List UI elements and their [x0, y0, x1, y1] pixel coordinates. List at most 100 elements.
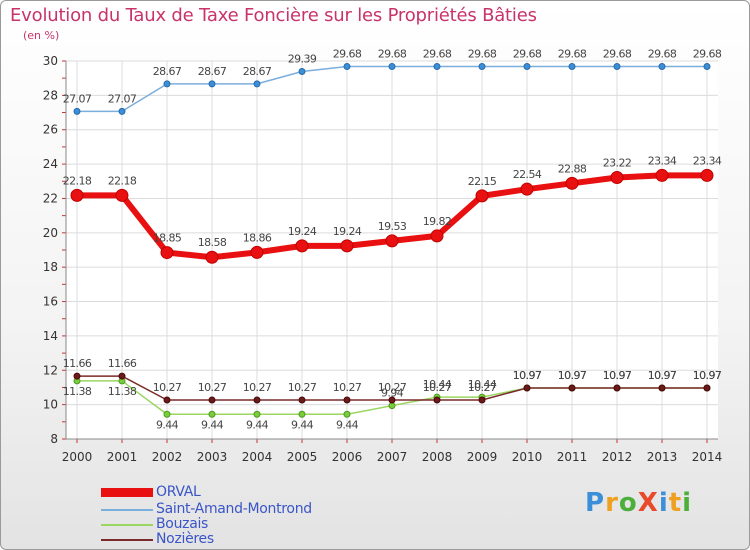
data-label-orval: 22.15 [468, 175, 497, 188]
data-point-bouzais [388, 402, 396, 410]
logo-letter: i [682, 488, 693, 518]
data-label-bouzais: 10.97 [513, 369, 542, 382]
data-label-nozieres: 10.97 [693, 369, 722, 382]
y-tick-label: 20 [43, 226, 58, 240]
y-tick-label: 18 [43, 260, 58, 274]
data-label-saint-amand-montrond: 29.68 [468, 47, 497, 60]
data-label-nozieres: 10.27 [243, 381, 272, 394]
y-tick-label: 22 [43, 191, 58, 205]
data-point-saint-amand-montrond [613, 62, 621, 70]
data-label-bouzais: 11.38 [108, 385, 137, 398]
data-label-bouzais: 10.97 [603, 369, 632, 382]
data-label-nozieres: 10.27 [423, 381, 452, 394]
data-label-saint-amand-montrond: 28.67 [153, 65, 182, 78]
data-label-bouzais: 10.44 [423, 378, 452, 391]
x-tick-label: 2000 [62, 450, 93, 464]
data-point-orval [520, 182, 534, 196]
y-tick-label: 30 [43, 54, 58, 68]
data-label-nozieres: 10.27 [378, 381, 407, 394]
x-tick-label: 2001 [107, 450, 138, 464]
data-point-nozieres [658, 384, 666, 392]
logo-letter: X [637, 488, 659, 518]
data-label-bouzais: 10.97 [558, 369, 587, 382]
data-point-orval [340, 239, 354, 253]
data-point-nozieres [388, 396, 396, 404]
data-point-saint-amand-montrond [208, 80, 216, 88]
data-label-bouzais: 11.38 [63, 385, 92, 398]
data-point-nozieres [523, 384, 531, 392]
data-label-bouzais: 9.94 [381, 387, 404, 400]
data-label-nozieres: 10.27 [198, 381, 227, 394]
x-tick-label: 2013 [647, 450, 678, 464]
data-label-saint-amand-montrond: 29.68 [333, 47, 362, 60]
data-point-saint-amand-montrond [658, 62, 666, 70]
data-point-orval [430, 229, 444, 243]
data-point-nozieres [433, 396, 441, 404]
logo-letter: t [668, 488, 683, 518]
y-tick-label: 24 [43, 157, 58, 171]
data-label-bouzais: 9.44 [156, 418, 179, 431]
data-label-orval: 18.85 [153, 232, 182, 245]
data-point-bouzais [253, 410, 261, 418]
data-point-orval [70, 188, 84, 202]
y-tick-label: 26 [43, 123, 58, 137]
data-label-saint-amand-montrond: 29.68 [378, 47, 407, 60]
data-label-saint-amand-montrond: 29.68 [513, 47, 542, 60]
x-tick-label: 2011 [557, 450, 588, 464]
x-tick-label: 2005 [287, 450, 318, 464]
logo-letter: r [605, 488, 619, 518]
x-tick-label: 2014 [692, 450, 723, 464]
x-tick-label: 2012 [602, 450, 633, 464]
legend-label-nozieres: Nozières [156, 531, 214, 547]
data-point-orval [205, 250, 219, 264]
data-point-saint-amand-montrond [388, 62, 396, 70]
data-point-orval [250, 245, 264, 259]
x-tick-label: 2008 [422, 450, 453, 464]
data-label-orval: 23.34 [648, 154, 677, 167]
data-point-orval [700, 168, 714, 182]
data-point-orval [385, 234, 399, 248]
data-point-orval [655, 168, 669, 182]
data-point-saint-amand-montrond [118, 107, 126, 115]
x-tick-label: 2002 [152, 450, 183, 464]
x-tick-label: 2007 [377, 450, 408, 464]
data-point-bouzais [208, 410, 216, 418]
legend-label-orval: ORVAL [156, 484, 201, 500]
data-label-orval: 22.18 [63, 174, 92, 187]
y-tick-label: 16 [43, 295, 58, 309]
data-label-bouzais: 9.44 [336, 418, 359, 431]
data-label-nozieres: 10.27 [153, 381, 182, 394]
data-label-saint-amand-montrond: 27.07 [108, 92, 137, 105]
data-point-orval [610, 170, 624, 184]
data-label-saint-amand-montrond: 29.68 [693, 47, 722, 60]
data-label-orval: 19.24 [333, 225, 362, 238]
legend-swatch-saint-amand-montrond [101, 509, 153, 511]
y-tick-label: 28 [43, 88, 58, 102]
legend-swatch-nozieres [101, 539, 153, 541]
data-point-nozieres [478, 396, 486, 404]
y-tick-label: 14 [43, 329, 58, 343]
data-label-bouzais: 9.44 [246, 418, 269, 431]
data-label-orval: 22.88 [558, 162, 587, 175]
data-point-orval [160, 246, 174, 260]
data-label-saint-amand-montrond: 29.39 [288, 52, 317, 65]
x-tick-label: 2010 [512, 450, 543, 464]
data-label-saint-amand-montrond: 28.67 [198, 65, 227, 78]
proxiti-logo: ProXiti [585, 488, 692, 518]
data-label-saint-amand-montrond: 29.68 [603, 47, 632, 60]
data-label-orval: 19.82 [423, 215, 452, 228]
data-point-orval [115, 188, 129, 202]
y-tick-label: 8 [50, 432, 58, 446]
data-point-saint-amand-montrond [73, 107, 81, 115]
y-tick-label: 12 [43, 363, 58, 377]
data-label-orval: 22.54 [513, 168, 542, 181]
data-label-bouzais: 9.44 [201, 418, 224, 431]
data-label-nozieres: 10.97 [513, 369, 542, 382]
data-point-nozieres [703, 384, 711, 392]
x-tick-label: 2006 [332, 450, 363, 464]
data-label-orval: 18.86 [243, 231, 272, 244]
data-point-saint-amand-montrond [253, 80, 261, 88]
y-tick-label: 10 [43, 398, 58, 412]
data-label-nozieres: 10.97 [558, 369, 587, 382]
